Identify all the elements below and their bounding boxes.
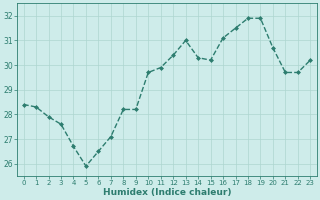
X-axis label: Humidex (Indice chaleur): Humidex (Indice chaleur) (103, 188, 231, 197)
